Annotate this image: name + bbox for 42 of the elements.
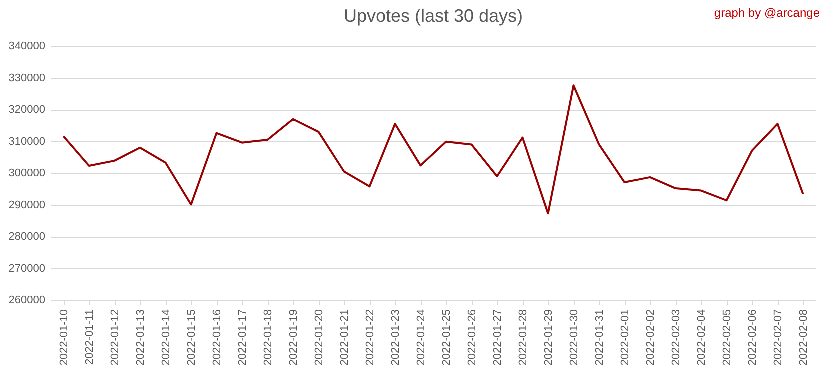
y-tick-label: 290000 — [8, 199, 46, 212]
x-tick-label: 2022-01-27 — [492, 310, 504, 366]
y-tick-label: 330000 — [8, 72, 46, 84]
x-tick-label: 2022-02-04 — [696, 310, 708, 366]
x-tick-label: 2022-02-01 — [619, 310, 632, 366]
x-tick-label: 2022-01-22 — [364, 310, 376, 366]
x-tick-label: 2022-01-29 — [542, 310, 555, 366]
x-tick-label: 2022-02-05 — [721, 310, 734, 366]
x-tick-label: 2022-01-16 — [211, 310, 224, 366]
x-tick-label: 2022-01-13 — [134, 310, 147, 366]
x-tick-label: 2022-01-19 — [288, 310, 300, 366]
x-tick-label: 2022-01-25 — [440, 310, 453, 366]
x-tick-label: 2022-01-23 — [390, 310, 402, 366]
x-tick-label: 2022-02-03 — [670, 310, 682, 366]
y-tick-label: 310000 — [8, 136, 46, 148]
x-tick-label: 2022-01-17 — [236, 310, 249, 366]
x-tick-label: 2022-01-31 — [594, 310, 606, 366]
y-tick-label: 340000 — [8, 40, 46, 52]
x-tick-label: 2022-01-20 — [313, 310, 326, 366]
x-tick-label: 2022-01-26 — [466, 310, 478, 366]
y-tick-label: 280000 — [8, 231, 46, 243]
x-tick-label: 2022-01-15 — [186, 310, 198, 366]
x-tick-label: 2022-01-11 — [84, 310, 96, 365]
x-tick-label: 2022-01-30 — [568, 310, 580, 366]
line-series — [62, 84, 804, 215]
x-tick-label: 2022-02-08 — [798, 310, 810, 366]
y-tick-label: 260000 — [8, 294, 46, 306]
x-tick-label: 2022-02-06 — [746, 310, 759, 366]
x-tick-label: 2022-01-21 — [338, 310, 351, 366]
x-tick-label: 2022-01-12 — [109, 310, 122, 366]
x-tick-label: 2022-01-18 — [262, 310, 274, 366]
text: graph by @arcange — [714, 6, 820, 20]
y-tick-label: 320000 — [8, 104, 46, 116]
x-tick-label: 2022-01-28 — [517, 310, 530, 366]
x-tick-label: 2022-02-02 — [644, 310, 657, 366]
y-tick-label: 300000 — [8, 168, 46, 180]
x-tick-label: 2022-01-10 — [58, 310, 70, 366]
x-tick-label: 2022-02-07 — [772, 310, 784, 366]
x-tick-label: 2022-01-24 — [415, 310, 428, 366]
x-tick-label: 2022-01-14 — [160, 310, 172, 366]
y-tick-label: 270000 — [8, 262, 46, 275]
chart-title: Upvotes (last 30 days) — [344, 6, 524, 26]
